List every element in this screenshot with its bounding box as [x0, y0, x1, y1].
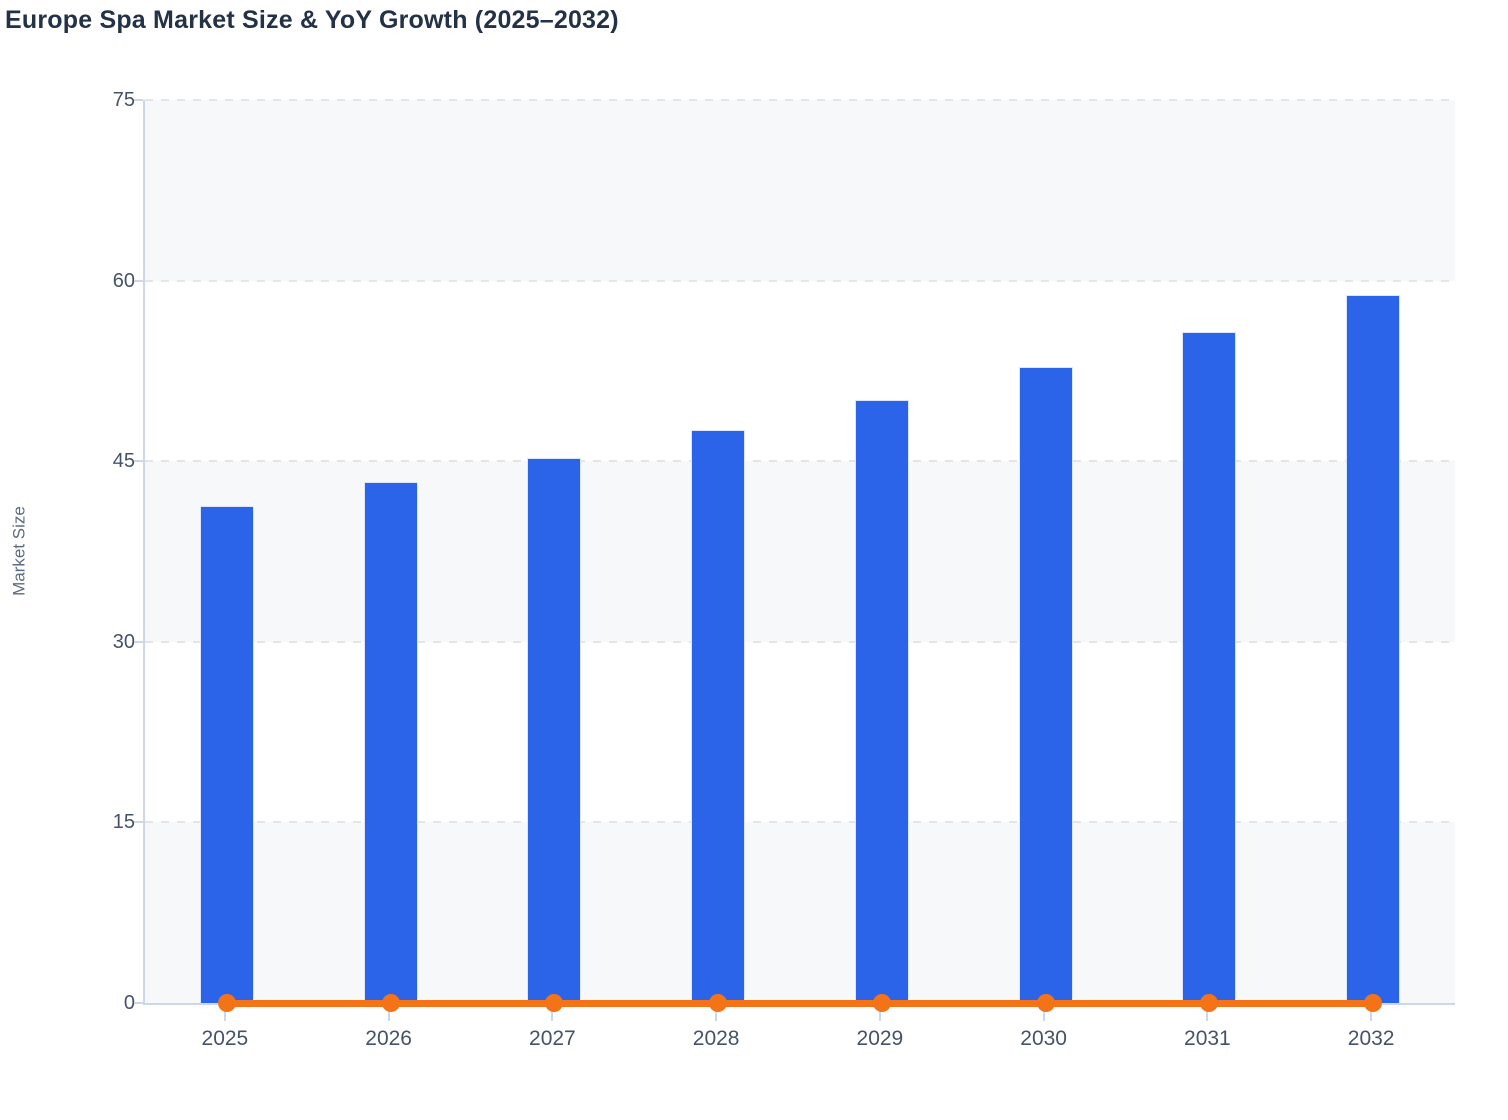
plot-area [143, 99, 1455, 1012]
gridline [145, 640, 1455, 643]
y-tick-mark [134, 1002, 143, 1004]
plot-band [145, 641, 1455, 823]
y-axis-title: Market Size [9, 506, 29, 596]
yoy-marker-2029[interactable] [872, 994, 891, 1012]
y-tick-label: 30 [112, 630, 135, 653]
plot-band [145, 280, 1455, 462]
bar-2029[interactable] [854, 399, 909, 1003]
x-axis-label-2032: 2032 [1347, 1027, 1395, 1050]
plot-band [145, 461, 1455, 642]
plot-band [145, 100, 1455, 281]
yoy-marker-2027[interactable] [545, 994, 564, 1012]
x-axis-label-2027: 2027 [529, 1027, 576, 1050]
bar-2028[interactable] [691, 429, 746, 1003]
bar-2031[interactable] [1182, 332, 1237, 1003]
bar-2026[interactable] [363, 481, 418, 1003]
y-tick-mark [134, 460, 143, 463]
x-tick-mark [878, 1005, 881, 1021]
y-tick-label: 0 [123, 992, 135, 1014]
gridline [145, 279, 1455, 282]
y-tick-label: 15 [112, 811, 135, 834]
y-tick-mark [134, 99, 143, 101]
x-axis-label-2028: 2028 [692, 1027, 740, 1050]
yoy-marker-2032[interactable] [1364, 994, 1383, 1012]
x-tick-mark [223, 1005, 226, 1021]
yoy-marker-2030[interactable] [1036, 994, 1055, 1012]
gridline [145, 821, 1455, 824]
x-tick-mark [1370, 1005, 1373, 1021]
yoy-marker-2025[interactable] [217, 994, 236, 1012]
x-tick-mark [715, 1005, 718, 1021]
x-axis-label-2031: 2031 [1184, 1027, 1231, 1050]
yoy-marker-2026[interactable] [381, 994, 400, 1012]
x-axis-label-2029: 2029 [856, 1027, 904, 1050]
gridline [145, 99, 1455, 101]
y-tick-mark [134, 640, 143, 643]
x-axis-label-2030: 2030 [1020, 1027, 1067, 1050]
y-tick-label: 60 [112, 269, 135, 292]
gridline [145, 460, 1455, 463]
bar-2025[interactable] [199, 505, 254, 1003]
y-tick-mark [134, 279, 143, 282]
x-tick-mark [1042, 1005, 1045, 1021]
y-tick-label: 45 [112, 450, 135, 473]
x-tick-mark [1206, 1005, 1209, 1021]
y-tick-label: 75 [112, 89, 135, 111]
yoy-growth-line [226, 1000, 1374, 1007]
plot-band [145, 822, 1455, 1003]
bar-2032[interactable] [1346, 295, 1401, 1003]
x-tick-mark [551, 1005, 554, 1021]
y-tick-mark [134, 821, 143, 824]
chart-title: Europe Spa Market Size & YoY Growth (202… [5, 6, 619, 34]
x-axis-label-2025: 2025 [201, 1027, 249, 1050]
bar-2027[interactable] [527, 457, 582, 1003]
yoy-marker-2031[interactable] [1200, 994, 1219, 1012]
bar-2030[interactable] [1018, 367, 1073, 1003]
x-tick-mark [387, 1005, 390, 1021]
yoy-marker-2028[interactable] [709, 994, 728, 1012]
x-axis-label-2026: 2026 [365, 1027, 412, 1050]
